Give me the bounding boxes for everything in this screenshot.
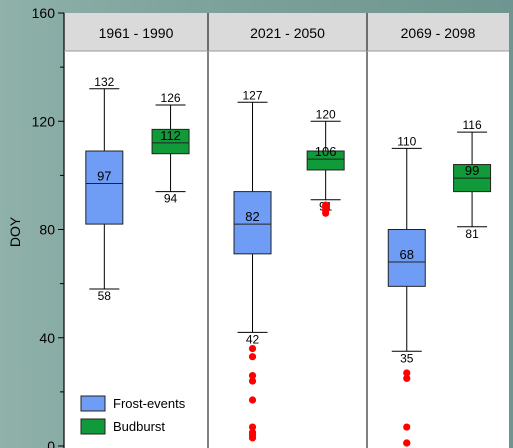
outlier-point [248, 423, 257, 431]
min-label: 94 [164, 192, 178, 206]
y-tick-label: 120 [32, 113, 56, 129]
panel-1: 1961 - 1990 97 132 58 112 126 94 [85, 25, 190, 303]
box-iqr [306, 150, 345, 171]
median-label: 106 [315, 144, 337, 159]
legend-label: Frost-events [113, 396, 186, 411]
max-label: 116 [463, 118, 482, 132]
legend-item-frost-events: Frost-events [80, 395, 186, 412]
outlier-point [248, 372, 257, 380]
outlier-point [403, 374, 411, 382]
min-label: 58 [98, 289, 112, 303]
min-label: 35 [400, 351, 414, 365]
max-label: 127 [243, 88, 263, 102]
outlier-point [322, 209, 330, 217]
outlier-point [248, 353, 257, 361]
panel-title: 2021 - 2050 [250, 25, 325, 41]
box-iqr [233, 191, 272, 255]
median-label: 68 [400, 247, 414, 262]
y-tick-label: 40 [39, 330, 55, 346]
outlier-point [403, 369, 411, 377]
median-label: 99 [465, 163, 479, 178]
outlier-point [403, 423, 411, 431]
legend-item-budburst: Budburst [80, 418, 165, 435]
box-frost-events: 97 132 58 [85, 75, 124, 303]
y-tick-label: 160 [32, 5, 56, 21]
legend-swatch [80, 395, 106, 412]
box-budburst: 10612091 [306, 107, 345, 217]
legend: Frost-events Budburst [80, 395, 186, 435]
box-iqr [151, 128, 190, 155]
y-tick-label: 80 [39, 222, 55, 238]
panel-title: 1961 - 1990 [99, 25, 174, 41]
box-iqr [387, 229, 426, 287]
outlier-point [248, 377, 257, 385]
panel-title: 2069 - 2098 [401, 25, 476, 41]
max-label: 110 [397, 134, 416, 148]
outlier-point [403, 439, 411, 447]
box-frost-events: 82 127 42 [233, 88, 272, 442]
median-label: 82 [245, 209, 259, 224]
panel-header-band [64, 13, 509, 51]
plot-area [64, 13, 509, 448]
legend-swatch [80, 418, 106, 435]
panel-3: 2069 - 2098 68 110 35 99 116 81 [387, 25, 492, 447]
min-label: 42 [246, 332, 260, 346]
max-label: 126 [161, 91, 181, 105]
box-budburst: 99 116 81 [453, 118, 492, 241]
panels: 1961 - 1990 97 132 58 112 126 94 2021 - 2050 82 1… [85, 25, 492, 447]
box-budburst: 112 126 94 [151, 91, 190, 206]
y-axis-label: DOY [7, 216, 23, 247]
max-label: 132 [94, 75, 114, 89]
outlier-point [248, 434, 257, 442]
box-iqr [85, 150, 124, 225]
y-axis: 0 40 80 120 160 [32, 5, 509, 448]
box-frost-events: 68 110 35 [387, 134, 426, 447]
y-tick-label: 0 [47, 438, 55, 448]
outlier-point [248, 344, 257, 353]
legend-label: Budburst [113, 419, 165, 434]
max-label: 120 [316, 107, 336, 121]
median-label: 97 [97, 168, 111, 183]
outlier-point [248, 396, 257, 404]
panel-2: 2021 - 2050821274210612091 [233, 25, 345, 442]
min-label: 81 [465, 227, 479, 241]
median-label: 112 [160, 128, 181, 143]
